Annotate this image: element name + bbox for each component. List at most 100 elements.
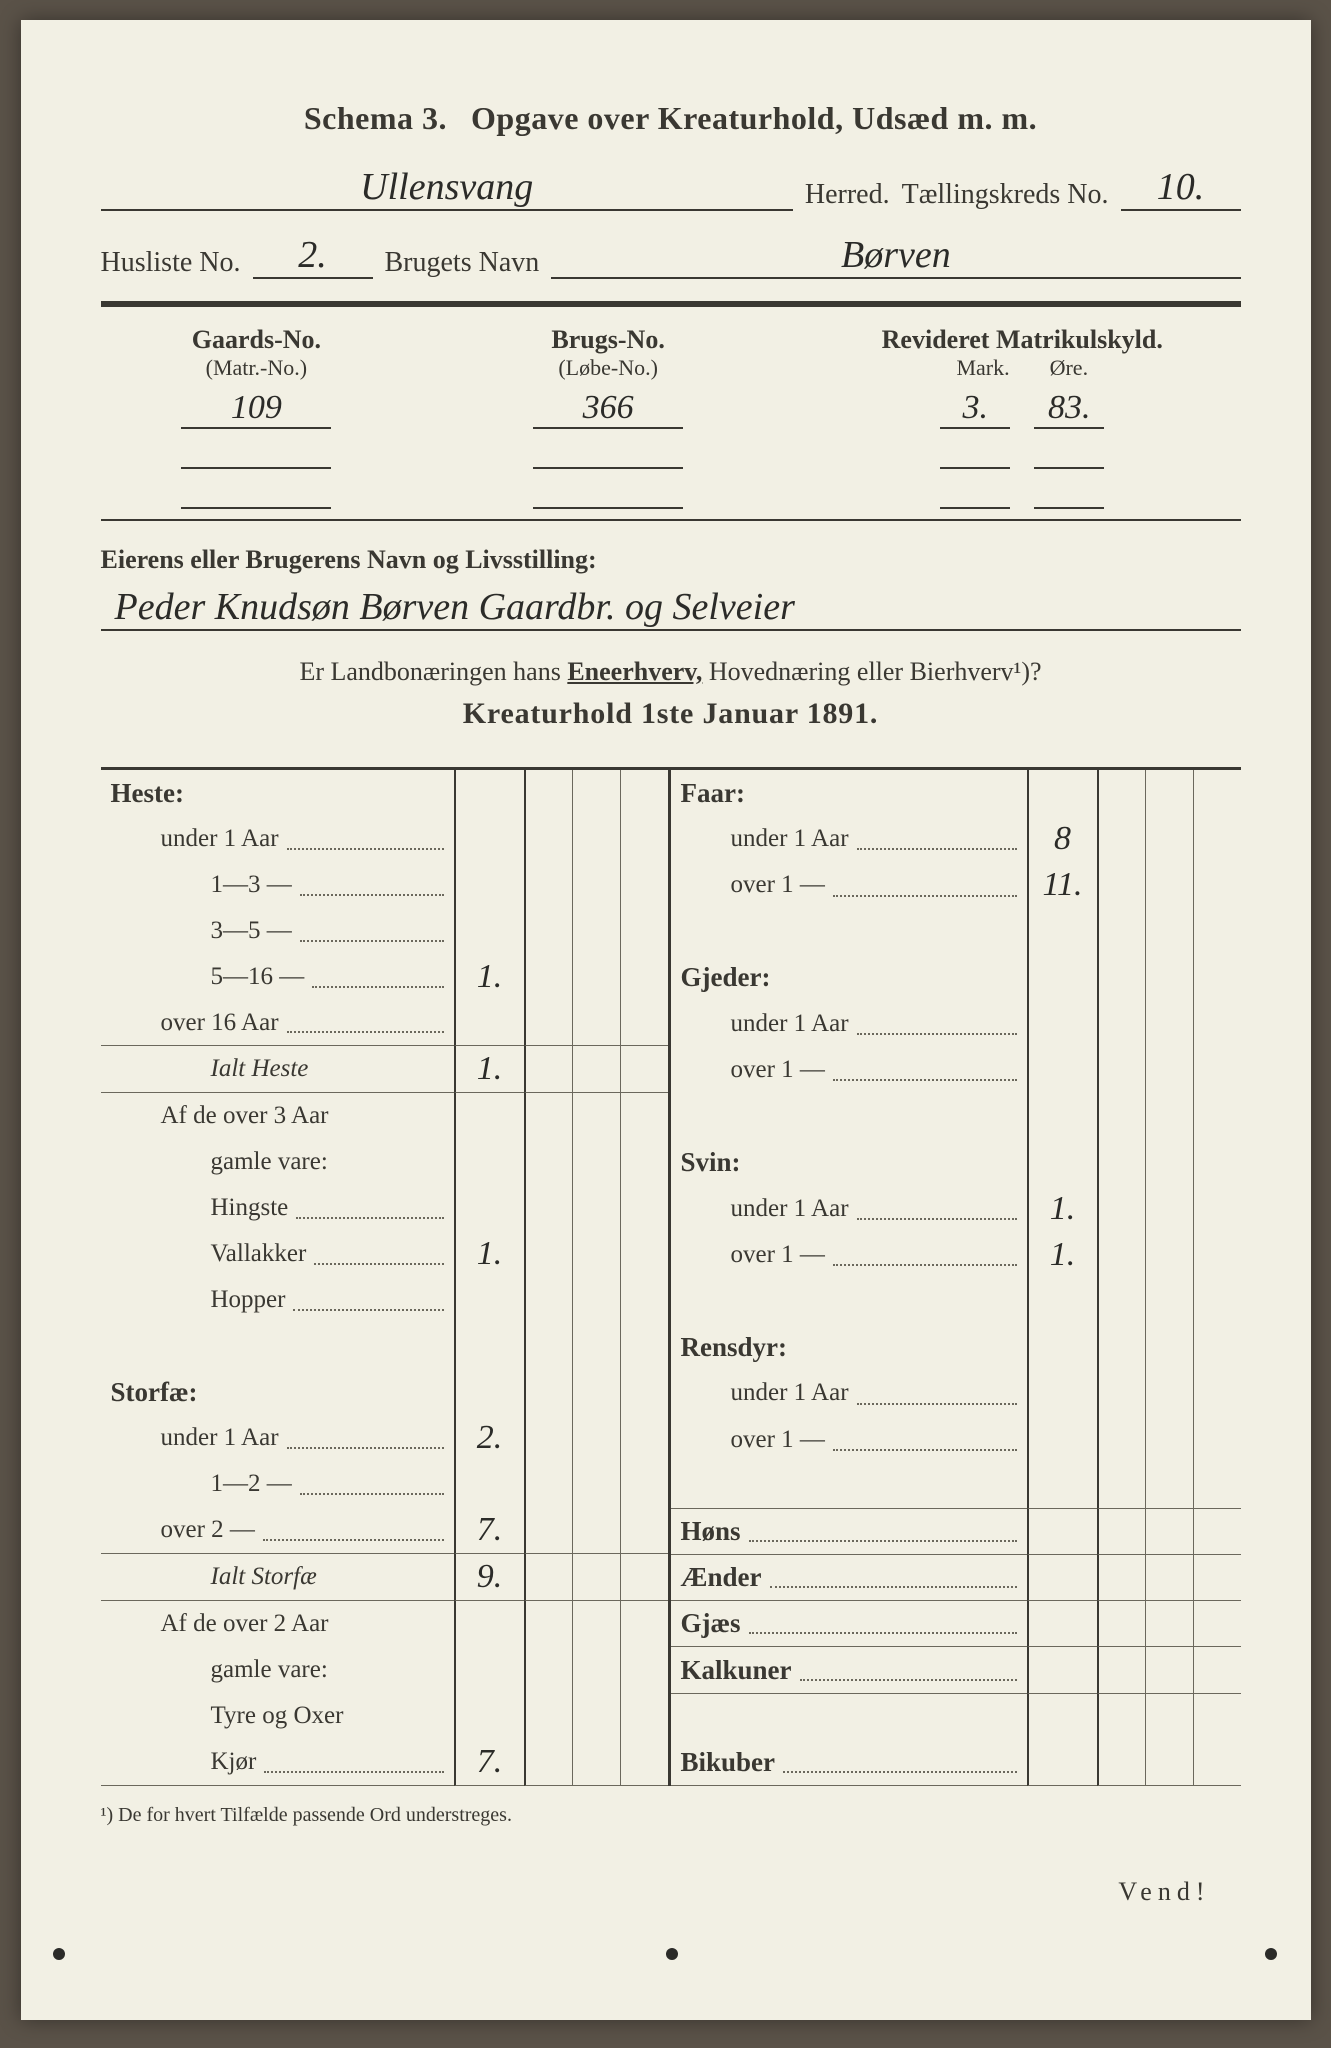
hw-value: 1. [471,1050,509,1088]
row-value: 1. [454,1046,524,1093]
rule-col [1145,1001,1193,1047]
rule-col [524,1046,572,1093]
row-value [454,908,524,954]
row-value: 7. [454,1739,524,1786]
rule-col [524,954,572,1000]
rule-col [524,1277,572,1323]
rule-col [620,1046,668,1093]
row-value [1027,1093,1097,1139]
row-label: 3—5 — [101,908,454,954]
rule-col [572,1554,620,1601]
row-value: 8 [1027,816,1097,862]
row-value [1027,1324,1097,1370]
row-label: Høns [671,1509,1027,1555]
rev-mark-label: Mark. [956,355,1009,381]
rule-col [1097,1555,1145,1601]
row-label: Kjør [101,1739,454,1786]
rule-col [1097,1694,1145,1740]
gaards-blank-3 [181,469,331,509]
brugs-col: Brugs-No. (Løbe-No.) 366 [452,325,764,509]
row-value: 1. [454,954,524,1000]
rule-col [620,1323,668,1369]
herred-blank: Ullensvang [101,165,793,211]
rule-col [1193,1740,1241,1786]
rev-mark-value: 3. [940,389,1010,429]
kreds-blank: 10. [1121,165,1241,211]
rule-col [572,1601,620,1647]
row-value: 1. [1027,1232,1097,1278]
row-label: gamle vare: [101,1647,454,1693]
rule-col [1145,1740,1193,1786]
row-label: Ialt Storfæ [101,1554,454,1601]
rule-col [524,1231,572,1277]
rule-col [620,908,668,954]
row-label: Hingste [101,1185,454,1231]
rule-col [1097,1001,1145,1047]
row-label [671,909,1027,955]
rule-col [572,1369,620,1415]
rule-col [524,1369,572,1415]
row-label: gamle vare: [101,1139,454,1185]
rule-col [1193,1647,1241,1693]
row-label: Gjæs [671,1601,1027,1647]
row-value: 1. [1027,1186,1097,1232]
rule-col [572,1693,620,1739]
row-label [671,1278,1027,1324]
rule-col [524,862,572,908]
rule-col [1193,1232,1241,1278]
row-label [671,1694,1027,1740]
hw-value: 1. [471,958,509,996]
hw-value: 1. [1044,1236,1082,1274]
row-value [454,816,524,862]
row-value [1027,1047,1097,1093]
row-label: Ialt Heste [101,1046,454,1093]
rule-col [620,862,668,908]
row-value [1027,1417,1097,1463]
rule-col [524,1093,572,1139]
rule-col [620,770,668,816]
rule-col [1145,862,1193,908]
rule-col [1097,909,1145,955]
rule-col [1097,1093,1145,1139]
row-label: under 1 Aar [671,1001,1027,1047]
rule-col [1145,1555,1193,1601]
rule-col [1097,1139,1145,1185]
kreds-label: Tællingskreds No. [902,179,1109,211]
rule-col [1097,1509,1145,1555]
row-value [1027,955,1097,1001]
gaards-blank-2 [181,429,331,469]
gaards-col: Gaards-No. (Matr.-No.) 109 [101,325,413,509]
row-value [454,1461,524,1507]
rule-col [620,1554,668,1601]
brugs-h2: (Løbe-No.) [452,355,764,381]
rule-col [572,1647,620,1693]
row-value [1027,1278,1097,1324]
rule-col [1145,1047,1193,1093]
herred-label: Herred. [805,179,890,211]
rule-col [620,1415,668,1461]
row-value [1027,1001,1097,1047]
rule-col [1097,1647,1145,1693]
hw-value: 9. [471,1558,509,1596]
census-form-page: Schema 3. Opgave over Kreaturhold, Udsæd… [21,20,1311,2020]
row-value [454,1185,524,1231]
rule-col [572,1277,620,1323]
row-label: Vallakker [101,1231,454,1277]
hw-value: 11. [1037,866,1089,904]
row-label [101,1323,454,1369]
row-label: 1—3 — [101,862,454,908]
rule-col [524,1647,572,1693]
rule-col [524,1601,572,1647]
rule-col [1193,1278,1241,1324]
husliste-blank: 2. [253,233,373,279]
rule-col [1097,1232,1145,1278]
herred-value: Ullensvang [354,165,539,209]
row-label: Tyre og Oxer [101,1693,454,1739]
rule-col [572,1739,620,1786]
row-value [454,1601,524,1647]
gaards-h1: Gaards-No. [101,325,413,355]
rule-col [1097,1740,1145,1786]
question-line: Er Landbonæringen hans Eneerhverv, Hoved… [101,657,1241,687]
hw-value: 7. [471,1743,509,1781]
schema-label: Schema 3. [304,100,447,136]
